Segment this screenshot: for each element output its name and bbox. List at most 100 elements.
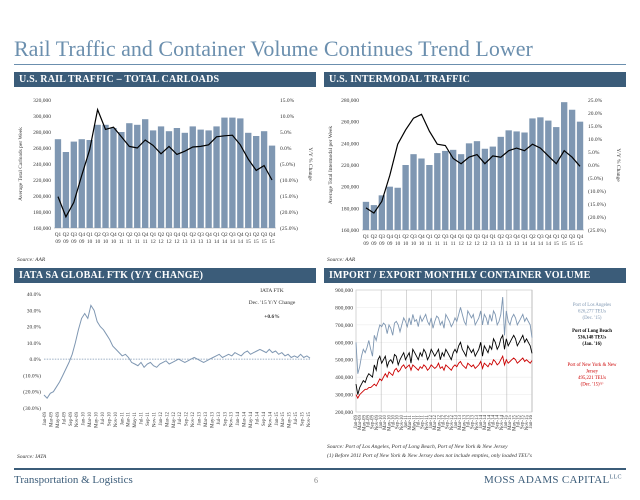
x-tick-label: 14 bbox=[530, 241, 536, 247]
annotation-title: IATA FTK bbox=[260, 288, 284, 294]
bar bbox=[253, 136, 260, 228]
y-tick-label: 400,000 bbox=[335, 375, 353, 381]
y-tick-label: 240,000 bbox=[341, 141, 359, 147]
x-tick-label: 15 bbox=[269, 239, 275, 245]
x-tick-label: May-09 bbox=[362, 415, 367, 431]
bar bbox=[545, 120, 552, 230]
x-tick-label: Nov-11 bbox=[425, 415, 430, 431]
bar bbox=[62, 152, 70, 228]
series-line-lb bbox=[355, 333, 533, 395]
ftk-panel-header: IATA SA GLOBAL FTK (Y/Y CHANGE) bbox=[14, 268, 316, 283]
y-tick-label: 160,000 bbox=[341, 228, 359, 234]
x-tick-label: Q4 bbox=[450, 234, 457, 240]
x-tick-label: 12 bbox=[158, 239, 164, 245]
x-tick-label: Q3 bbox=[474, 234, 481, 240]
y2-tick-label: 20.0% bbox=[588, 111, 603, 117]
x-tick-label: Jul-12 bbox=[178, 412, 183, 425]
x-tick-label: Jul-09 bbox=[62, 412, 67, 425]
bar bbox=[362, 201, 370, 230]
series-line-la bbox=[355, 296, 533, 374]
intermodal-chart: 160,000 180,000 200,000 220,000 240,000 260,0… bbox=[328, 98, 621, 247]
y-tick-label: 200,000 bbox=[33, 194, 51, 200]
x-tick-label: Sep-12 bbox=[446, 415, 451, 430]
container-panel-header: IMPORT / EXPORT MONTHLY CONTAINER VOLUME bbox=[324, 268, 626, 283]
x-tick-label: Jul-15 bbox=[294, 412, 299, 425]
x-tick-label: Jul-11 bbox=[140, 412, 145, 425]
footer-divider bbox=[14, 468, 626, 470]
x-tick-label: 12 bbox=[458, 241, 464, 247]
x-tick-label: May-15 bbox=[288, 412, 293, 428]
x-tick-label: Jul-15 bbox=[517, 415, 522, 428]
y2-tick-label: (15.0%) bbox=[280, 193, 298, 200]
bar bbox=[70, 141, 77, 228]
intermodal-panel-header: U.S. INTERMODAL TRAFFIC bbox=[324, 72, 626, 87]
series-annotation-ny: Jersey bbox=[586, 370, 599, 375]
bar bbox=[149, 130, 157, 228]
x-tick-label: Q3 bbox=[229, 232, 236, 238]
y2-tick-label: 15.0% bbox=[588, 124, 603, 130]
x-tick-label: Q2 bbox=[63, 232, 70, 238]
y-tick-label: 10.0% bbox=[27, 341, 42, 347]
x-tick-label: Sep-13 bbox=[471, 415, 476, 430]
x-tick-label: Jan-11 bbox=[404, 415, 409, 429]
x-tick-label: Nov-09 bbox=[75, 412, 80, 428]
bar bbox=[489, 146, 496, 230]
x-tick-label: Jul-10 bbox=[392, 415, 397, 428]
bar bbox=[181, 132, 188, 228]
x-tick-label: Sep-09 bbox=[371, 415, 376, 430]
bar bbox=[568, 109, 576, 230]
x-tick-label: Mar-11 bbox=[408, 415, 413, 430]
bar bbox=[213, 126, 220, 228]
yoy-change-line bbox=[365, 113, 581, 214]
series-annotation-lb: Port of Long Beach bbox=[572, 329, 612, 334]
y2-tick-label: (25.0%) bbox=[588, 227, 606, 234]
page-number: 6 bbox=[314, 476, 318, 485]
y2-tick-label: (20.0%) bbox=[588, 214, 606, 221]
x-tick-label: Q2 bbox=[253, 232, 260, 238]
x-tick-label: 12 bbox=[482, 241, 488, 247]
x-tick-label: Q1 bbox=[490, 234, 497, 240]
x-tick-label: 13 bbox=[182, 239, 188, 245]
x-tick-label: Mar-09 bbox=[49, 412, 54, 427]
bar bbox=[505, 130, 512, 230]
x-tick-label: Q3 bbox=[261, 232, 268, 238]
bar bbox=[126, 123, 133, 228]
x-tick-label: Jan-13 bbox=[454, 415, 459, 429]
x-tick-label: May-14 bbox=[487, 415, 492, 431]
bar bbox=[245, 132, 252, 228]
ftk-chart: (30.0%) (20.0%) (10.0%) 0.0% 10.0% 20.0% 30.0%… bbox=[23, 288, 312, 428]
x-tick-label: 09 bbox=[55, 239, 61, 245]
x-tick-label: 11 bbox=[451, 241, 456, 247]
y2-axis-title: Y/Y % Change bbox=[307, 147, 313, 181]
bar bbox=[442, 150, 449, 230]
ftk-yoy-line bbox=[43, 304, 311, 399]
container-source: Source: Port of Los Angeles, Port of Lon… bbox=[327, 444, 508, 450]
x-tick-label: 13 bbox=[206, 239, 212, 245]
x-tick-label: Sep-14 bbox=[496, 415, 501, 430]
x-tick-label: Jul-09 bbox=[367, 415, 372, 428]
x-tick-label: 13 bbox=[198, 239, 204, 245]
x-tick-label: Q1 bbox=[426, 234, 433, 240]
series-annotation-ny: 495,221 TEUs bbox=[578, 376, 606, 381]
x-tick-label: Q2 bbox=[126, 232, 133, 238]
x-tick-label: Sep-11 bbox=[146, 412, 151, 426]
x-tick-label: May-10 bbox=[95, 412, 100, 428]
x-tick-label: Q4 bbox=[482, 234, 489, 240]
series-annotation-la: Port of Los Angeles bbox=[573, 303, 611, 308]
bar bbox=[434, 153, 441, 230]
x-tick-label: Jan-15 bbox=[504, 415, 509, 429]
x-tick-label: Q1 bbox=[394, 234, 401, 240]
x-tick-label: Q3 bbox=[166, 232, 173, 238]
y-tick-label: (10.0%) bbox=[23, 372, 41, 379]
x-tick-label: 09 bbox=[379, 241, 385, 247]
x-tick-label: Mar-14 bbox=[243, 412, 248, 427]
x-tick-label: Q4 bbox=[79, 232, 86, 238]
bar bbox=[473, 141, 481, 230]
x-tick-label: 09 bbox=[71, 239, 77, 245]
y2-tick-label: (25.0%) bbox=[280, 225, 298, 232]
bar bbox=[370, 205, 378, 230]
x-tick-label: 14 bbox=[538, 241, 544, 247]
x-tick-label: Q4 bbox=[237, 232, 244, 238]
x-tick-label: Mar-15 bbox=[281, 412, 286, 427]
title-divider bbox=[14, 64, 626, 65]
